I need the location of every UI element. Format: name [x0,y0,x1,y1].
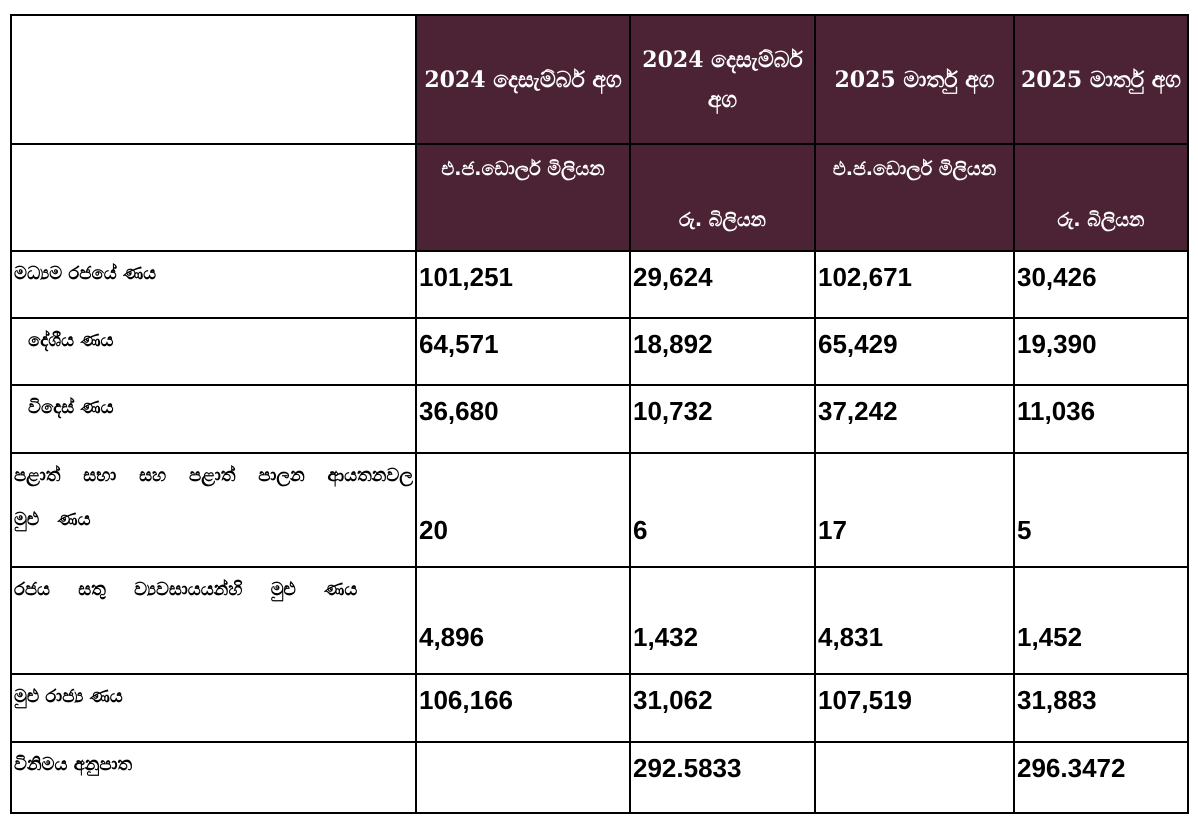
cell-value: 6 [629,452,816,568]
cell-value: 106,166 [415,673,631,743]
header-period: 2024 දෙසැම්බර් අග [415,14,631,145]
header-period: 2025 මාර්තු අග [814,14,1015,145]
table-row: රජය සතු ව්‍යවසායයන්හි මුළු ණය 4,896 1,43… [10,566,1189,675]
cell-value: 36,680 [415,384,631,454]
cell-value: 4,896 [415,566,631,675]
cell-value: 20 [415,452,631,568]
cell-value: 292.5833 [629,741,816,814]
header-row-units: එ.ජ.ඩොලර් මිලියන රු. බිලියන එ.ජ.ඩොලර් මි… [10,143,1189,252]
cell-value: 296.3472 [1013,741,1189,814]
debt-table: 2024 දෙසැම්බර් අග 2024 දෙසැම්බර් අග 2025… [10,14,1189,814]
header-empty [10,14,417,145]
cell-value: 1,432 [629,566,816,675]
cell-value [415,741,631,814]
cell-value: 30,426 [1013,250,1189,319]
row-label: විදෙස් ණය [10,384,417,454]
cell-value: 31,062 [629,673,816,743]
row-label: මධ්‍යම රජයේ ණය [10,250,417,319]
cell-value: 11,036 [1013,384,1189,454]
cell-value: 4,831 [814,566,1015,675]
cell-value: 102,671 [814,250,1015,319]
table-row: දේශීය ණය 64,571 18,892 65,429 19,390 [10,317,1189,386]
header-unit: එ.ජ.ඩොලර් මිලියන [415,143,631,252]
cell-value: 10,732 [629,384,816,454]
cell-value: 17 [814,452,1015,568]
cell-value: 19,390 [1013,317,1189,386]
row-label: මුළු රාජ්‍ය ණය [10,673,417,743]
cell-value: 37,242 [814,384,1015,454]
cell-value: 29,624 [629,250,816,319]
row-label: පළාත් සභා සහ පළාත් පාලන ආයතනවල මුළු ණය [10,452,417,568]
table-row: විදෙස් ණය 36,680 10,732 37,242 11,036 [10,384,1189,454]
cell-value: 18,892 [629,317,816,386]
row-label: විනිමය අනුපාත [10,741,417,814]
table-row: විනිමය අනුපාත 292.5833 296.3472 [10,741,1189,814]
cell-value: 107,519 [814,673,1015,743]
row-label: රජය සතු ව්‍යවසායයන්හි මුළු ණය [10,566,417,675]
cell-value: 5 [1013,452,1189,568]
table-row: මධ්‍යම රජයේ ණය 101,251 29,624 102,671 30… [10,250,1189,319]
table-row: පළාත් සභා සහ පළාත් පාලන ආයතනවල මුළු ණය 2… [10,452,1189,568]
cell-value: 64,571 [415,317,631,386]
cell-value: 31,883 [1013,673,1189,743]
cell-value: 101,251 [415,250,631,319]
header-empty [10,143,417,252]
cell-value: 65,429 [814,317,1015,386]
header-unit: රු. බිලියන [629,143,816,252]
cell-value [814,741,1015,814]
header-unit: එ.ජ.ඩොලර් මිලියන [814,143,1015,252]
header-period: 2024 දෙසැම්බර් අග [629,14,816,145]
header-unit: රු. බිලියන [1013,143,1189,252]
row-label: දේශීය ණය [10,317,417,386]
table-row: මුළු රාජ්‍ය ණය 106,166 31,062 107,519 31… [10,673,1189,743]
header-period: 2025 මාර්තු අග [1013,14,1189,145]
header-row-periods: 2024 දෙසැම්බර් අග 2024 දෙසැම්බර් අග 2025… [10,14,1189,145]
cell-value: 1,452 [1013,566,1189,675]
